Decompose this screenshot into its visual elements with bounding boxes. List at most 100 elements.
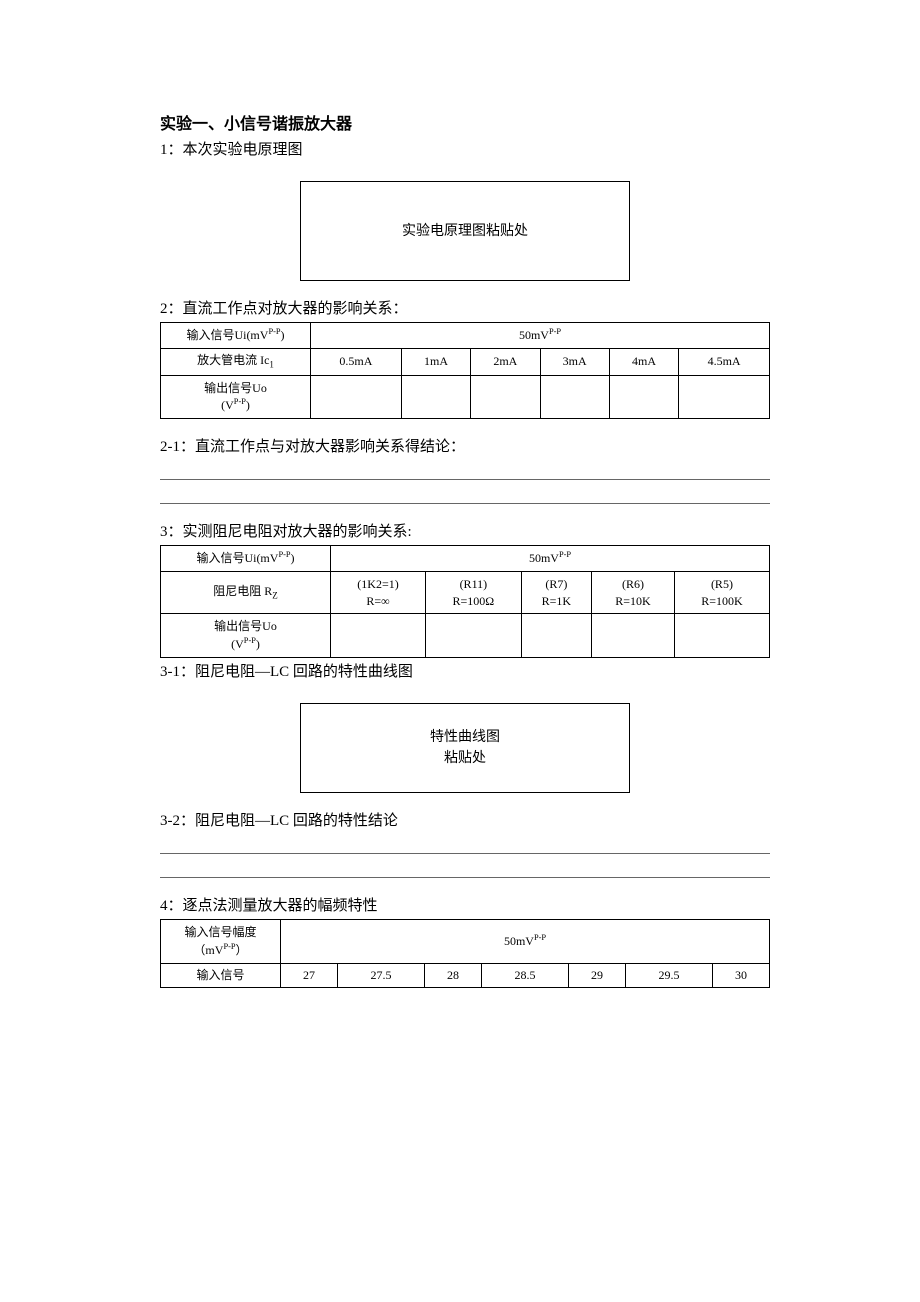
table-row: 输出信号Uo (VP-P) — [161, 375, 770, 419]
cell-empty — [674, 614, 769, 658]
cell-label-input-signal: 输入信号Ui(mVP-P) — [161, 323, 311, 349]
placeholder-text: 粘贴处 — [444, 748, 486, 769]
table-row: 输入信号Ui(mVP-P) 50mVP-P — [161, 546, 770, 572]
cell-empty — [426, 614, 522, 658]
cell-input-signal-value: 50mVP-P — [331, 546, 770, 572]
cell-rz-value: (R5) R=100K — [674, 571, 769, 614]
placeholder-text: 特性曲线图 — [430, 727, 500, 748]
label-sup: P-P — [234, 397, 246, 406]
cell-empty — [679, 375, 770, 419]
table-row: 输入信号Ui(mVP-P) 50mVP-P — [161, 323, 770, 349]
cell-input-amplitude-value: 50mVP-P — [281, 920, 770, 964]
label-text: 输出信号Uo — [204, 381, 267, 395]
label-text: 阻尼电阻 R — [213, 584, 272, 598]
label-sup: P-P — [268, 327, 280, 336]
value-text: 50mV — [529, 551, 559, 565]
value-text: 50mV — [504, 934, 534, 948]
cell-freq-value: 29.5 — [625, 963, 712, 988]
cell-empty — [609, 375, 678, 419]
placeholder-text: 实验电原理图粘贴处 — [402, 221, 528, 242]
value-text: R=10K — [615, 594, 650, 608]
section-3-1-heading: 3-1：阻尼电阻—LC 回路的特性曲线图 — [160, 660, 770, 681]
value-text: R=∞ — [366, 594, 389, 608]
fill-in-line — [160, 484, 770, 504]
label-text: 输入信号Ui(mV — [196, 551, 278, 565]
circuit-diagram-placeholder: 实验电原理图粘贴处 — [300, 181, 630, 281]
cell-rz-value: (R11) R=100Ω — [426, 571, 522, 614]
section-1-heading: 1：本次实验电原理图 — [160, 138, 770, 159]
cell-empty — [521, 614, 591, 658]
label-text: (V — [231, 637, 244, 651]
cell-label-output: 输出信号Uo (VP-P) — [161, 375, 311, 419]
cell-input-signal-value: 50mVP-P — [311, 323, 770, 349]
label-sub: Z — [272, 590, 278, 600]
cell-freq-value: 28.5 — [481, 963, 568, 988]
cell-empty — [471, 375, 540, 419]
cell-freq-value: 27.5 — [337, 963, 424, 988]
label-sup: P-P — [278, 550, 290, 559]
section-3-heading: 3：实测阻尼电阻对放大器的影响关系: — [160, 520, 770, 541]
cell-ic-value: 0.5mA — [311, 348, 402, 375]
value-sup: P-P — [559, 550, 571, 559]
label-text: ) — [291, 551, 295, 565]
cell-rz-value: (R6) R=10K — [592, 571, 675, 614]
table-row: 输出信号Uo (VP-P) — [161, 614, 770, 658]
table-row: 输入信号幅度 （mVP-P） 50mVP-P — [161, 920, 770, 964]
value-text: (R11) — [460, 577, 488, 591]
value-text: 50mV — [519, 328, 549, 342]
cell-freq-value: 30 — [713, 963, 770, 988]
cell-empty — [311, 375, 402, 419]
table-amplitude-frequency: 输入信号幅度 （mVP-P） 50mVP-P 输入信号 27 27.5 28 2… — [160, 919, 770, 988]
cell-rz-value: (1K2=1) R=∞ — [331, 571, 426, 614]
label-text: （mV — [193, 943, 223, 957]
value-text: (R7) — [545, 577, 567, 591]
cell-empty — [331, 614, 426, 658]
cell-ic-value: 1mA — [401, 348, 470, 375]
label-text: ） — [236, 943, 248, 957]
label-text: 输出信号Uo — [214, 619, 277, 633]
page-title: 实验一、小信号谐振放大器 — [160, 110, 770, 134]
value-text: (R6) — [622, 577, 644, 591]
table-row: 阻尼电阻 RZ (1K2=1)R=∞ (R11)R=100Ω (R7)R=1K … — [161, 571, 770, 614]
cell-label-rz: 阻尼电阻 RZ — [161, 571, 331, 614]
section-3-2-heading: 3-2：阻尼电阻—LC 回路的特性结论 — [160, 809, 770, 830]
cell-label-input-amplitude: 输入信号幅度 （mVP-P） — [161, 920, 281, 964]
label-sup: P-P — [223, 942, 235, 951]
table-row: 放大管电流 Ic1 0.5mA 1mA 2mA 3mA 4mA 4.5mA — [161, 348, 770, 375]
fill-in-line — [160, 834, 770, 854]
fill-in-line — [160, 858, 770, 878]
fill-in-line — [160, 460, 770, 480]
label-text: ) — [256, 637, 260, 651]
value-text: R=100K — [701, 594, 742, 608]
cell-freq-value: 27 — [281, 963, 338, 988]
label-text: 输入信号幅度 — [184, 925, 256, 939]
label-text: 输入信号Ui(mV — [186, 328, 268, 342]
value-text: R=1K — [542, 594, 571, 608]
section-2-heading: 2：直流工作点对放大器的影响关系： — [160, 297, 770, 318]
section-4-heading: 4：逐点法测量放大器的幅频特性 — [160, 894, 770, 915]
cell-ic-value: 4mA — [609, 348, 678, 375]
value-text: (1K2=1) — [357, 577, 398, 591]
label-sup: P-P — [244, 636, 256, 645]
label-text: ) — [281, 328, 285, 342]
cell-freq-value: 28 — [425, 963, 482, 988]
table-dc-operating-point: 输入信号Ui(mVP-P) 50mVP-P 放大管电流 Ic1 0.5mA 1m… — [160, 322, 770, 419]
cell-label-input-signal: 输入信号Ui(mVP-P) — [161, 546, 331, 572]
cell-ic-value: 2mA — [471, 348, 540, 375]
value-sup: P-P — [549, 327, 561, 336]
table-damping-resistor: 输入信号Ui(mVP-P) 50mVP-P 阻尼电阻 RZ (1K2=1)R=∞… — [160, 545, 770, 658]
document-page: 实验一、小信号谐振放大器 1：本次实验电原理图 实验电原理图粘贴处 2：直流工作… — [0, 0, 920, 1302]
cell-label-ic: 放大管电流 Ic1 — [161, 348, 311, 375]
cell-freq-value: 29 — [569, 963, 626, 988]
cell-label-output: 输出信号Uo (VP-P) — [161, 614, 331, 658]
cell-empty — [592, 614, 675, 658]
table-row: 输入信号 27 27.5 28 28.5 29 29.5 30 — [161, 963, 770, 988]
cell-empty — [540, 375, 609, 419]
cell-ic-value: 4.5mA — [679, 348, 770, 375]
value-text: (R5) — [711, 577, 733, 591]
characteristic-curve-placeholder: 特性曲线图 粘贴处 — [300, 703, 630, 793]
label-text: ) — [246, 398, 250, 412]
value-text: R=100Ω — [452, 594, 494, 608]
label-text: (V — [221, 398, 234, 412]
label-text: 放大管电流 Ic — [197, 353, 269, 367]
